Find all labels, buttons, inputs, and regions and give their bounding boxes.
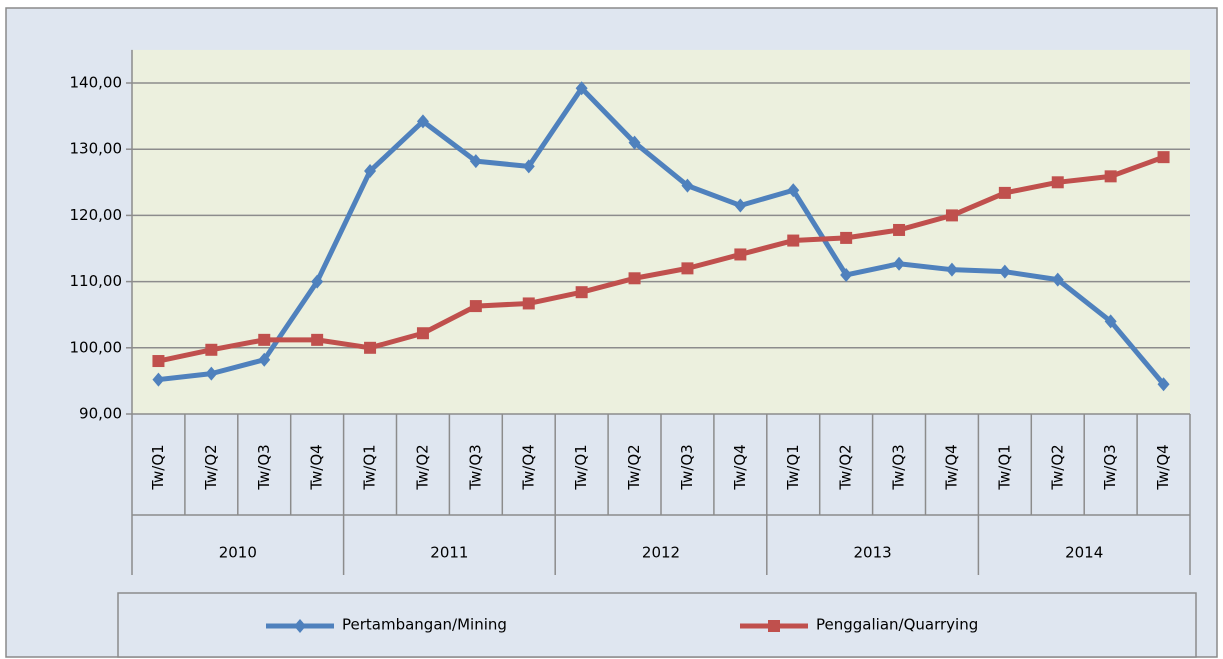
marker: [258, 352, 271, 367]
marker: [734, 248, 747, 261]
x-tick-label: Tw/Q2: [413, 444, 431, 490]
marker: [787, 234, 800, 247]
marker: [1104, 170, 1117, 183]
series-line: [157, 154, 1165, 364]
x-tick-label: Tw/Q1: [149, 444, 167, 490]
marker: [998, 186, 1011, 199]
marker: [893, 256, 906, 271]
marker: [1051, 272, 1064, 287]
marker: [945, 262, 958, 277]
marker: [1157, 377, 1170, 392]
x-tick-label: Tw/Q1: [995, 444, 1013, 490]
marker: [840, 267, 853, 282]
x-tick-label: Tw/Q3: [890, 444, 908, 490]
legend-label: Penggalian/Quarrying: [816, 616, 978, 634]
plot-area: [132, 49, 1190, 415]
marker: [628, 135, 641, 150]
marker: [998, 264, 1011, 279]
x-tick-label: Tw/Q2: [625, 444, 643, 490]
marker: [152, 372, 165, 387]
marker: [575, 286, 588, 299]
marker: [893, 223, 906, 236]
x-group-label: 2010: [219, 544, 257, 562]
marker: [628, 272, 641, 285]
marker: [1104, 314, 1117, 329]
marker: [416, 114, 429, 129]
series-line: [158, 85, 1166, 386]
marker: [734, 198, 747, 213]
x-tick-label: Tw/Q3: [678, 444, 696, 490]
x-tick-label: Tw/Q4: [731, 444, 749, 490]
marker: [416, 327, 429, 340]
x-group-label: 2011: [430, 544, 468, 562]
marker: [364, 164, 377, 179]
marker: [364, 341, 377, 354]
marker: [469, 154, 482, 169]
marker: [681, 262, 694, 275]
x-tick-label: Tw/Q4: [942, 444, 960, 490]
x-tick-label: Tw/Q4: [1154, 444, 1172, 490]
marker: [768, 620, 780, 632]
marker: [681, 178, 694, 193]
marker: [945, 209, 958, 222]
x-tick-label: Tw/Q4: [308, 444, 326, 490]
marker: [152, 355, 165, 368]
y-tick-label: 110,00: [70, 272, 123, 290]
x-group-label: 2013: [854, 544, 892, 562]
marker: [205, 366, 218, 381]
marker: [522, 297, 535, 310]
marker: [1051, 176, 1064, 189]
x-tick-label: Tw/Q3: [255, 444, 273, 490]
marker: [1157, 151, 1170, 164]
marker: [575, 81, 588, 96]
x-tick-label: Tw/Q2: [1048, 444, 1066, 490]
x-group-label: 2014: [1065, 544, 1103, 562]
x-tick-label: Tw/Q1: [361, 444, 379, 490]
y-tick-label: 130,00: [70, 140, 123, 158]
legend-label: Pertambangan/Mining: [342, 616, 507, 634]
x-group-label: 2012: [642, 544, 680, 562]
marker: [840, 231, 853, 244]
y-tick-label: 100,00: [70, 338, 123, 356]
y-tick-label: 90,00: [79, 405, 122, 423]
x-tick-label: Tw/Q2: [202, 444, 220, 490]
y-tick-label: 140,00: [70, 74, 123, 92]
x-tick-label: Tw/Q1: [784, 444, 802, 490]
marker: [469, 300, 482, 313]
marker: [522, 159, 535, 174]
marker: [311, 274, 324, 289]
x-tick-label: Tw/Q2: [837, 444, 855, 490]
marker: [205, 343, 218, 356]
y-tick-label: 120,00: [70, 206, 123, 224]
marker: [294, 619, 306, 633]
marker: [787, 183, 800, 198]
x-tick-label: Tw/Q3: [466, 444, 484, 490]
x-tick-label: Tw/Q3: [1101, 444, 1119, 490]
marker: [258, 333, 271, 346]
x-tick-label: Tw/Q4: [519, 444, 537, 490]
marker: [311, 333, 324, 346]
x-tick-label: Tw/Q1: [572, 444, 590, 490]
